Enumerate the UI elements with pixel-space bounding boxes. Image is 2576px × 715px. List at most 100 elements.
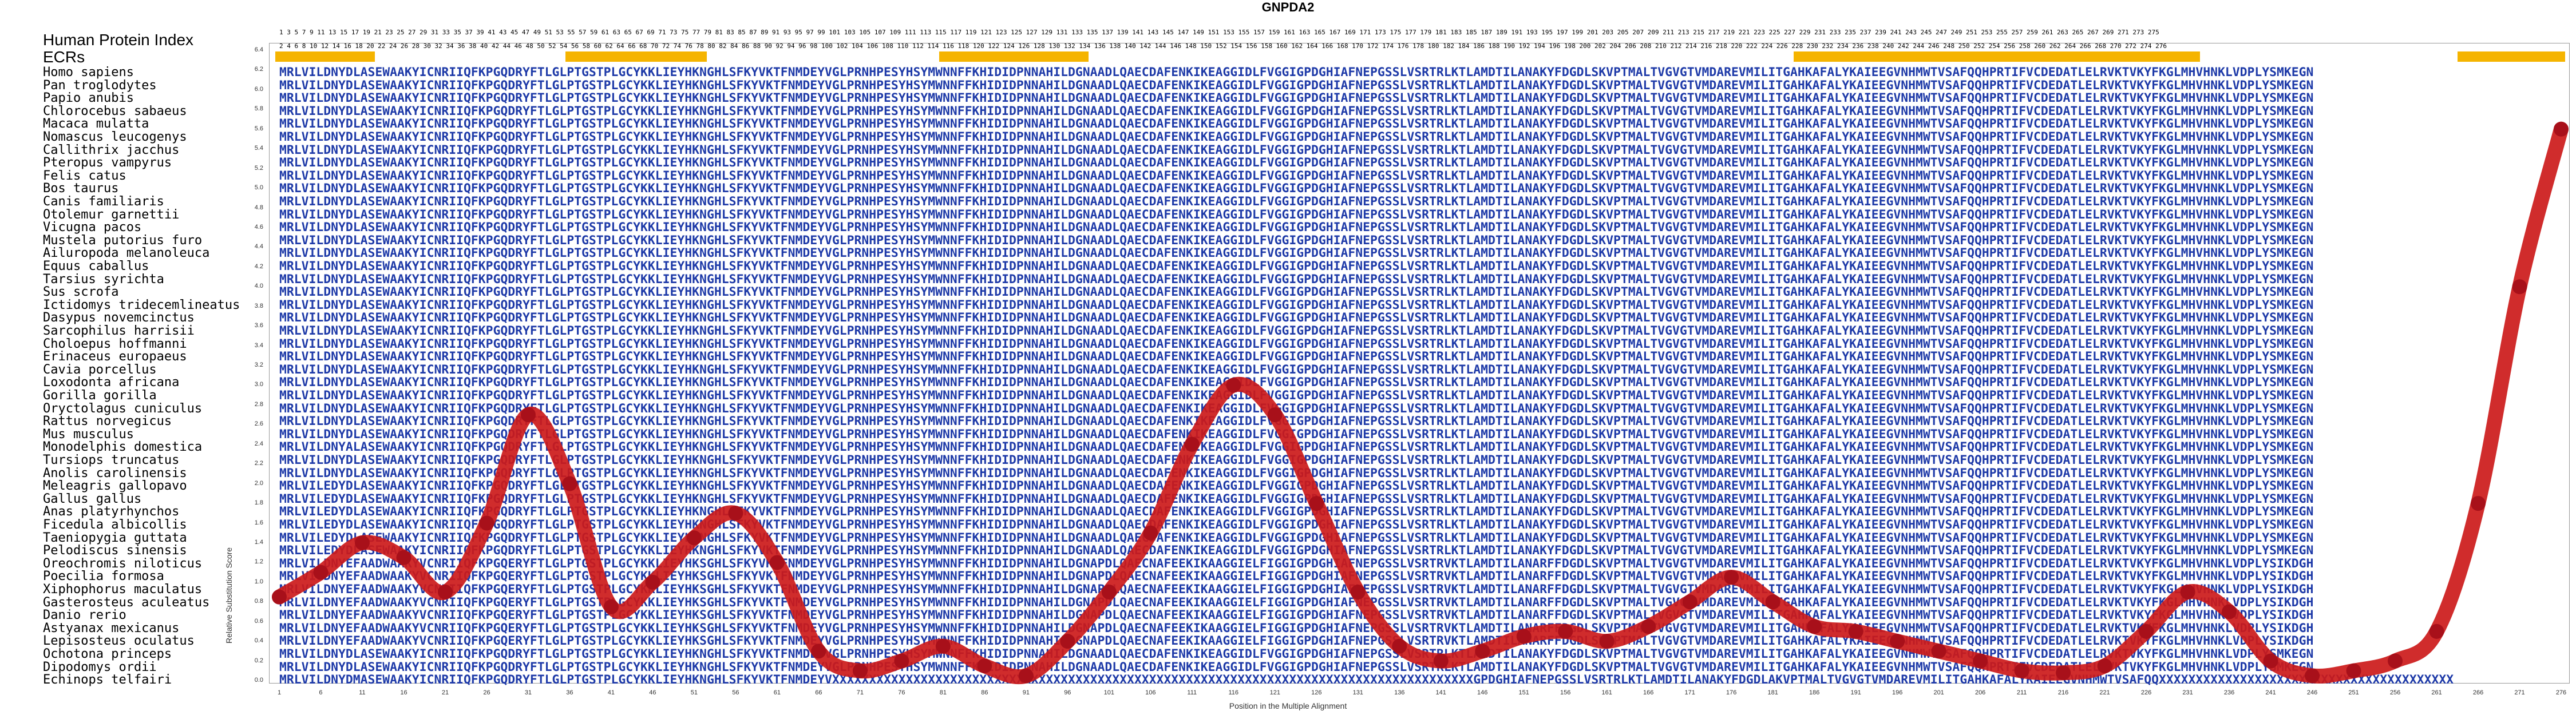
species-sequence: MRLVILEDYDLASEWAAKYICNRIIQFKPGQDRYFTLGLP… bbox=[279, 518, 2314, 532]
y-tick-label: 5.0 bbox=[254, 184, 263, 192]
curve-point bbox=[2056, 665, 2071, 681]
x-tick-label: 21 bbox=[441, 689, 449, 696]
x-tick-label: 236 bbox=[2223, 689, 2235, 696]
species-sequence: MRLVILDNYDLASEWAAKYICNRIIQFKPGQDRYFTLGLP… bbox=[279, 91, 2314, 106]
species-name: Callithrix jacchus bbox=[43, 142, 180, 157]
curve-point bbox=[852, 663, 868, 678]
species-name: Pan troglodytes bbox=[43, 78, 157, 93]
species-name: Anas platyrhynchos bbox=[43, 505, 180, 519]
x-tick-label: 251 bbox=[2348, 689, 2359, 696]
ecr-bar bbox=[275, 51, 375, 62]
species-name: Loxodonta africana bbox=[43, 375, 180, 390]
species-sequence: MRLVILEDYDLASEWAAKYICNRIIQFKPGQDRYFTLGLP… bbox=[279, 543, 2314, 558]
species-name: Astyanax mexicanus bbox=[43, 621, 180, 635]
x-tick-label: 126 bbox=[1311, 689, 1322, 696]
species-name: Nomascus leucogenys bbox=[43, 130, 187, 144]
curve-point bbox=[1267, 407, 1283, 423]
curve-point bbox=[1765, 594, 1780, 610]
y-tick-label: 1.6 bbox=[254, 519, 263, 526]
x-tick-label: 26 bbox=[483, 689, 490, 696]
species-name: Dipodomys ordii bbox=[43, 660, 157, 674]
x-tick-label: 141 bbox=[1435, 689, 1446, 696]
curve-point bbox=[354, 535, 370, 550]
x-tick-label: 131 bbox=[1352, 689, 1363, 696]
species-name: Sus scrofa bbox=[43, 285, 119, 300]
species-name: Xiphophorus maculatus bbox=[43, 582, 203, 597]
curve-point bbox=[2346, 663, 2361, 678]
curve-point bbox=[2388, 653, 2403, 669]
species-name: Bos taurus bbox=[43, 181, 119, 196]
curve-point bbox=[396, 550, 411, 565]
y-tick-label: 3.0 bbox=[254, 381, 263, 388]
curve-point bbox=[2429, 623, 2444, 639]
curve-point bbox=[1184, 436, 1200, 452]
curve-point bbox=[272, 589, 287, 605]
x-tick-label: 161 bbox=[1601, 689, 1612, 696]
curve-point bbox=[1433, 653, 1449, 669]
species-sequence: MRLVILDNYDLASEWAAKYICNRIIQFKPGQDRYFTLGLP… bbox=[279, 220, 2314, 235]
y-tick-label: 3.8 bbox=[254, 302, 263, 309]
species-name: Ictidomys tridecemlineatus bbox=[43, 297, 240, 312]
x-tick-label: 101 bbox=[1103, 689, 1114, 696]
curve-point bbox=[603, 599, 619, 614]
species-name: Tarsius syrichta bbox=[43, 272, 164, 287]
species-sequence: MRLVILEDYDLASEWAAKYICNRIIQFKPGQDRYFTLGLP… bbox=[279, 479, 2314, 494]
curve-point bbox=[2097, 658, 2112, 674]
ecr-label: ECRs bbox=[43, 48, 85, 66]
x-tick-label: 241 bbox=[2265, 689, 2276, 696]
x-tick-label: 41 bbox=[607, 689, 615, 696]
species-sequence: MRLVILEDYDLASEWAAKYICNRIIQFKPGQDRYFTLGLP… bbox=[279, 505, 2314, 519]
curve-point bbox=[1931, 644, 1946, 659]
species-sequence: MRLVILDNYDLASEWAAKYICNRIIQFKPGQDRYFTLGLP… bbox=[279, 259, 2314, 273]
y-tick-label: 0.2 bbox=[254, 657, 263, 664]
x-tick-label: 221 bbox=[2099, 689, 2110, 696]
y-tick-label: 0.0 bbox=[254, 677, 263, 684]
y-tick-label: 1.0 bbox=[254, 578, 263, 585]
x-tick-label: 196 bbox=[1892, 689, 1903, 696]
y-tick-label: 4.6 bbox=[254, 223, 263, 231]
x-tick-label: 46 bbox=[649, 689, 656, 696]
species-name: Oryctolagus cuniculus bbox=[43, 401, 203, 416]
species-name: Chlorocebus sabaeus bbox=[43, 104, 187, 118]
x-tick-label: 81 bbox=[939, 689, 947, 696]
x-tick-label: 191 bbox=[1850, 689, 1861, 696]
x-tick-label: 16 bbox=[400, 689, 407, 696]
curve-point bbox=[1558, 623, 1573, 639]
ecr-bar bbox=[939, 51, 1089, 62]
x-tick-label: 56 bbox=[732, 689, 739, 696]
species-sequence: MRLVILDNYDLASEWAAKYICNRIIQFKPGQDRYFTLGLP… bbox=[279, 349, 2314, 364]
species-name: Felis catus bbox=[43, 168, 126, 183]
y-tick-label: 2.0 bbox=[254, 479, 263, 487]
ecr-bar bbox=[2457, 51, 2566, 62]
y-tick-label: 2.6 bbox=[254, 420, 263, 428]
y-tick-label: 6.2 bbox=[254, 66, 263, 73]
species-name: Canis familiaris bbox=[43, 194, 164, 209]
y-tick-label: 5.6 bbox=[254, 125, 263, 132]
x-tick-label: 181 bbox=[1767, 689, 1778, 696]
index-row-odd: 1 3 5 7 9 11 13 15 17 19 21 23 25 27 29 … bbox=[279, 29, 2159, 36]
species-name: Ochotona princeps bbox=[43, 647, 172, 661]
y-tick-label: 2.8 bbox=[254, 400, 263, 408]
y-tick-label: 0.8 bbox=[254, 598, 263, 605]
x-tick-label: 201 bbox=[1933, 689, 1944, 696]
species-name: Choloepus hoffmanni bbox=[43, 336, 187, 351]
x-tick-label: 66 bbox=[815, 689, 822, 696]
curve-point bbox=[2222, 604, 2237, 619]
y-tick-label: 6.0 bbox=[254, 85, 263, 93]
curve-point bbox=[313, 565, 329, 580]
x-tick-label: 146 bbox=[1477, 689, 1488, 696]
y-tick-label: 1.8 bbox=[254, 499, 263, 507]
species-name: Gallus gallus bbox=[43, 491, 142, 506]
curve-point bbox=[1641, 619, 1656, 634]
species-sequence: MRLVILDNYDLASEWAAKYICNRIIQFKPGQDRYFTLGLP… bbox=[279, 181, 2314, 196]
species-sequence: MRLVILDNYDLASEWAAKYICNRIIQFKPGQDRYFTLGLP… bbox=[279, 104, 2314, 118]
species-name: Cavia porcellus bbox=[43, 362, 157, 377]
x-tick-label: 11 bbox=[359, 689, 366, 696]
species-sequence: MRLVILDNYDLASEWAAKYICNRIIQFKPGQDRYFTLGLP… bbox=[279, 660, 2314, 674]
y-tick-label: 0.6 bbox=[254, 617, 263, 625]
x-tick-label: 36 bbox=[566, 689, 573, 696]
curve-point bbox=[2263, 653, 2278, 669]
species-sequence: MRLVILDNYDLASEWAAKYICNRIIQFKPGQDRYFTLGLP… bbox=[279, 311, 2314, 325]
species-name: Equus caballus bbox=[43, 259, 149, 273]
curve-point bbox=[1392, 638, 1407, 654]
